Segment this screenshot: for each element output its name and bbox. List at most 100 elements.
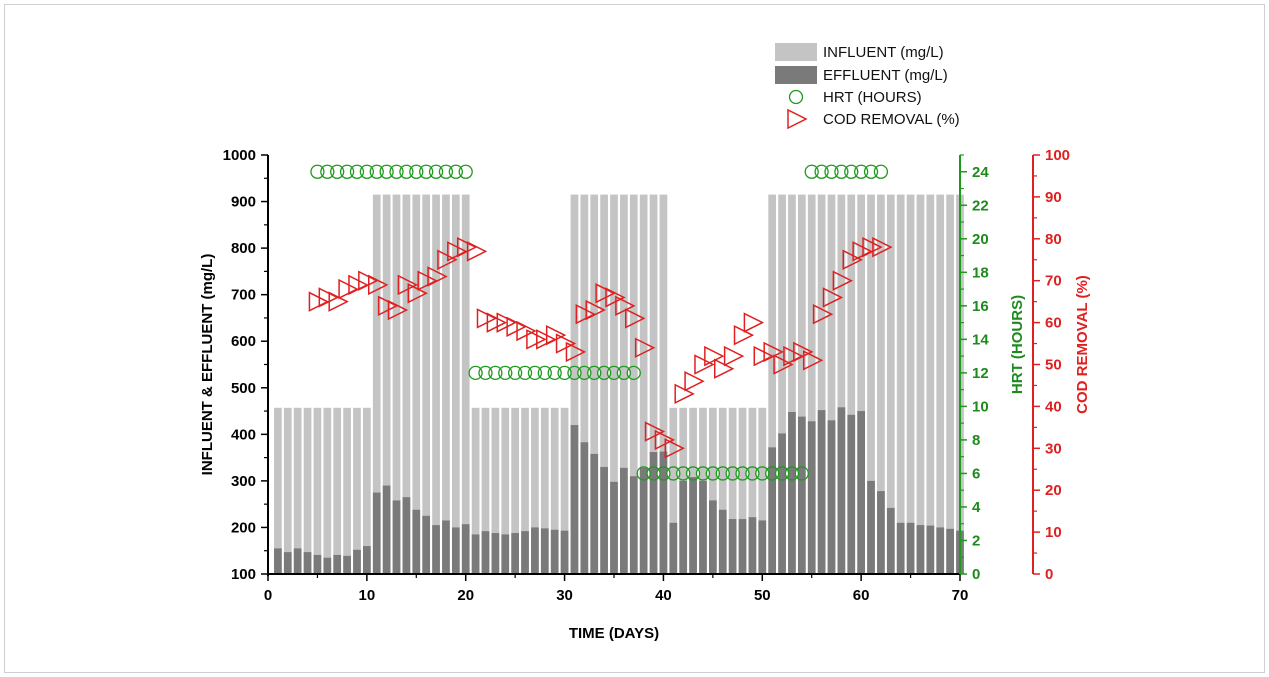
cod-point — [694, 354, 715, 375]
y3-axis-title: COD REMOVAL (%) — [1074, 275, 1091, 414]
effluent-bar — [610, 481, 618, 574]
effluent-bar — [629, 476, 638, 574]
y3-tick-label: 50 — [1045, 357, 1062, 374]
cod-point — [625, 308, 646, 329]
cod-point — [367, 274, 389, 296]
effluent-bar — [343, 555, 351, 574]
effluent-bar — [738, 519, 747, 574]
hrt-point — [399, 164, 414, 179]
hrt-point — [863, 164, 879, 179]
cod-point — [536, 329, 557, 350]
effluent-bar — [709, 500, 717, 574]
influent-bar — [817, 194, 826, 575]
hrt-point — [735, 466, 750, 481]
hrt-point — [547, 365, 562, 381]
legend-hrt-marker — [788, 89, 804, 105]
cod-point — [704, 345, 725, 367]
influent-bar — [857, 194, 865, 575]
hrt-point — [419, 164, 434, 179]
effluent-bar — [916, 525, 925, 574]
x-tick-label: 40 — [655, 587, 672, 604]
cod-point — [585, 299, 606, 321]
effluent-bar — [886, 507, 895, 574]
cod-point — [318, 287, 339, 308]
influent-bar — [422, 194, 431, 575]
y-tick-label: 200 — [231, 519, 256, 536]
y3-tick-label: 80 — [1045, 231, 1062, 248]
cod-point — [644, 421, 666, 442]
x-tick-label: 20 — [457, 587, 474, 604]
effluent-bar — [274, 548, 282, 574]
hrt-point — [626, 365, 641, 381]
influent-bar — [501, 407, 510, 574]
effluent-bar — [461, 524, 470, 574]
effluent-bar — [570, 425, 579, 574]
effluent-bar — [481, 531, 490, 574]
influent-bar — [580, 194, 589, 575]
influent-bar — [442, 194, 450, 575]
legend-label: COD REMOVAL (%) — [823, 111, 960, 128]
y3-tick-label: 60 — [1045, 315, 1062, 332]
influent-bar — [333, 407, 342, 574]
legend-label: HRT (HOURS) — [823, 89, 922, 106]
effluent-bar — [778, 433, 786, 574]
influent-bar — [946, 194, 954, 575]
hrt-point — [349, 164, 365, 179]
influent-bar — [916, 194, 925, 575]
x-tick-label: 0 — [264, 587, 272, 604]
effluent-bar — [926, 525, 935, 574]
influent-bar — [837, 194, 846, 575]
y-tick-label: 100 — [231, 566, 256, 583]
y-tick-label: 900 — [231, 194, 256, 211]
y3-tick-label: 40 — [1045, 398, 1062, 415]
effluent-bar — [590, 453, 599, 574]
influent-bar — [313, 407, 322, 574]
influent-bar — [471, 407, 480, 574]
hrt-point — [745, 466, 760, 481]
hrt-point — [517, 365, 533, 381]
effluent-bar — [649, 452, 658, 574]
influent-bar — [363, 407, 371, 574]
hrt-point — [616, 365, 632, 381]
y2-tick-label: 10 — [972, 398, 989, 415]
hrt-point — [636, 466, 651, 481]
influent-bar — [402, 194, 411, 575]
x-tick-label: 70 — [952, 587, 969, 604]
hrt-point — [853, 164, 869, 179]
hrt-point — [596, 365, 612, 381]
influent-bar — [788, 194, 796, 575]
cod-point — [812, 304, 834, 325]
cod-point — [387, 299, 409, 321]
hrt-point — [666, 466, 681, 481]
influent-bar — [521, 407, 529, 574]
cod-point — [664, 438, 685, 459]
cod-point — [793, 341, 814, 363]
effluent-bar — [540, 528, 549, 574]
influent-bar — [768, 194, 777, 575]
effluent-bar — [877, 491, 885, 574]
y2-tick-label: 8 — [972, 432, 980, 449]
influent-bar — [570, 194, 579, 575]
hrt-point — [557, 365, 572, 381]
cod-point — [348, 274, 369, 296]
effluent-bar — [382, 485, 391, 574]
effluent-bar — [689, 477, 697, 574]
effluent-bar — [807, 421, 816, 574]
hrt-point — [379, 164, 394, 179]
effluent-bar — [550, 529, 559, 574]
cod-point — [634, 337, 656, 358]
cod-point — [506, 316, 527, 338]
hrt-point — [606, 365, 622, 381]
effluent-bar — [372, 492, 381, 574]
x-tick-label: 60 — [853, 587, 870, 604]
cod-point — [852, 241, 873, 262]
influent-bar — [936, 194, 945, 575]
cod-point — [723, 345, 745, 367]
influent-bar — [778, 194, 786, 575]
y2-tick-label: 2 — [972, 532, 980, 549]
y2-tick-label: 16 — [972, 298, 989, 315]
effluent-bar — [293, 548, 302, 574]
cod-point — [605, 287, 626, 308]
cod-point — [437, 249, 458, 270]
influent-bar — [867, 194, 875, 575]
